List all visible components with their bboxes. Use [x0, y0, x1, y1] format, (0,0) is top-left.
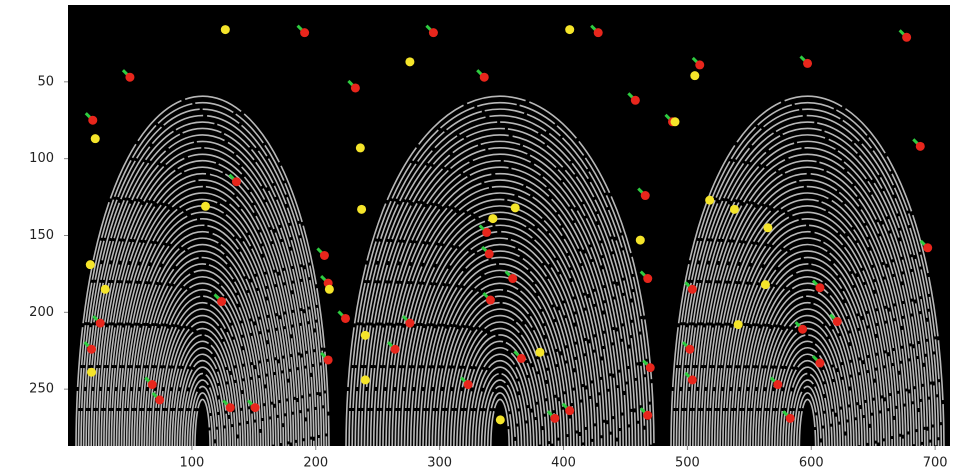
- minutia-point: [101, 285, 110, 294]
- minutia-point: [916, 142, 925, 151]
- minutia-point: [91, 134, 100, 143]
- gap: [657, 5, 667, 446]
- minutia-point: [251, 403, 260, 412]
- minutia-point: [96, 319, 105, 328]
- y-tick-label: 250: [29, 382, 54, 397]
- minutia-point: [320, 251, 329, 260]
- minutia-point: [695, 60, 704, 69]
- minutia-point: [734, 320, 743, 329]
- minutia-point: [636, 236, 645, 245]
- minutia-point: [786, 414, 795, 423]
- minutia-point: [643, 411, 652, 420]
- minutia-point: [535, 348, 544, 357]
- minutia-point: [341, 314, 350, 323]
- minutia-point: [511, 203, 520, 212]
- minutia-point: [643, 274, 652, 283]
- x-tick-label: 200: [303, 456, 328, 471]
- minutia-point: [486, 296, 495, 305]
- y-tick-label: 150: [29, 228, 54, 243]
- minutia-point: [594, 28, 603, 37]
- minutia-point: [923, 243, 932, 252]
- minutia-point: [705, 196, 714, 205]
- y-tick-label: 100: [29, 151, 54, 166]
- minutia-point: [361, 331, 370, 340]
- minutia-point: [325, 285, 334, 294]
- chart: 50 100 150 200 250 100 200 300 400 500 600 700: [0, 0, 976, 471]
- minutia-point: [88, 116, 97, 125]
- minutia-point: [803, 59, 812, 68]
- x-tick-label: 300: [427, 456, 452, 471]
- minutia-point: [688, 285, 697, 294]
- minutia-point: [690, 71, 699, 80]
- minutia-point: [646, 363, 655, 372]
- minutia-point: [631, 96, 640, 105]
- minutia-point: [798, 325, 807, 334]
- minutia-point: [508, 274, 517, 283]
- x-tick-label: 100: [179, 456, 204, 471]
- minutia-point: [485, 249, 494, 258]
- minutia-point: [148, 380, 157, 389]
- minutia-point: [565, 25, 574, 34]
- minutia-point: [351, 83, 360, 92]
- minutia-point: [217, 297, 226, 306]
- minutia-point: [488, 214, 497, 223]
- minutia-point: [902, 33, 911, 42]
- minutia-point: [496, 415, 505, 424]
- minutia-point: [87, 368, 96, 377]
- minutia-point: [361, 375, 370, 384]
- minutia-point: [391, 345, 400, 354]
- x-tick-label: 700: [923, 456, 948, 471]
- minutia-point: [221, 25, 230, 34]
- minutia-point: [833, 317, 842, 326]
- fingerprint-image: [68, 5, 950, 451]
- minutia-point: [86, 260, 95, 269]
- minutia-point: [300, 28, 309, 37]
- minutia-point: [464, 380, 473, 389]
- minutia-point: [815, 359, 824, 368]
- minutia-point: [226, 403, 235, 412]
- minutia-point: [815, 283, 824, 292]
- minutia-point: [761, 280, 770, 289]
- minutia-point: [688, 375, 697, 384]
- minutia-point: [482, 228, 491, 237]
- minutia-point: [357, 205, 366, 214]
- minutia-point: [125, 73, 134, 82]
- minutia-point: [405, 319, 414, 328]
- gap: [332, 5, 342, 446]
- minutia-point: [641, 191, 650, 200]
- minutia-point: [324, 355, 333, 364]
- minutia-point: [405, 57, 414, 66]
- minutia-point: [670, 117, 679, 126]
- minutia-point: [685, 345, 694, 354]
- minutia-point: [429, 28, 438, 37]
- minutia-point: [565, 406, 574, 415]
- minutia-point: [550, 414, 559, 423]
- x-tick-label: 600: [799, 456, 824, 471]
- minutia-point: [232, 177, 241, 186]
- minutia-point: [773, 380, 782, 389]
- minutia-point: [155, 395, 164, 404]
- minutia-point: [730, 205, 739, 214]
- minutia-point: [87, 345, 96, 354]
- minutia-point: [201, 202, 210, 211]
- y-tick-label: 200: [29, 305, 54, 320]
- x-tick-label: 500: [675, 456, 700, 471]
- x-tick-label: 400: [551, 456, 576, 471]
- minutia-point: [517, 354, 526, 363]
- minutia-point: [763, 223, 772, 232]
- minutia-point: [480, 73, 489, 82]
- y-tick-label: 50: [37, 74, 54, 89]
- minutia-point: [356, 143, 365, 152]
